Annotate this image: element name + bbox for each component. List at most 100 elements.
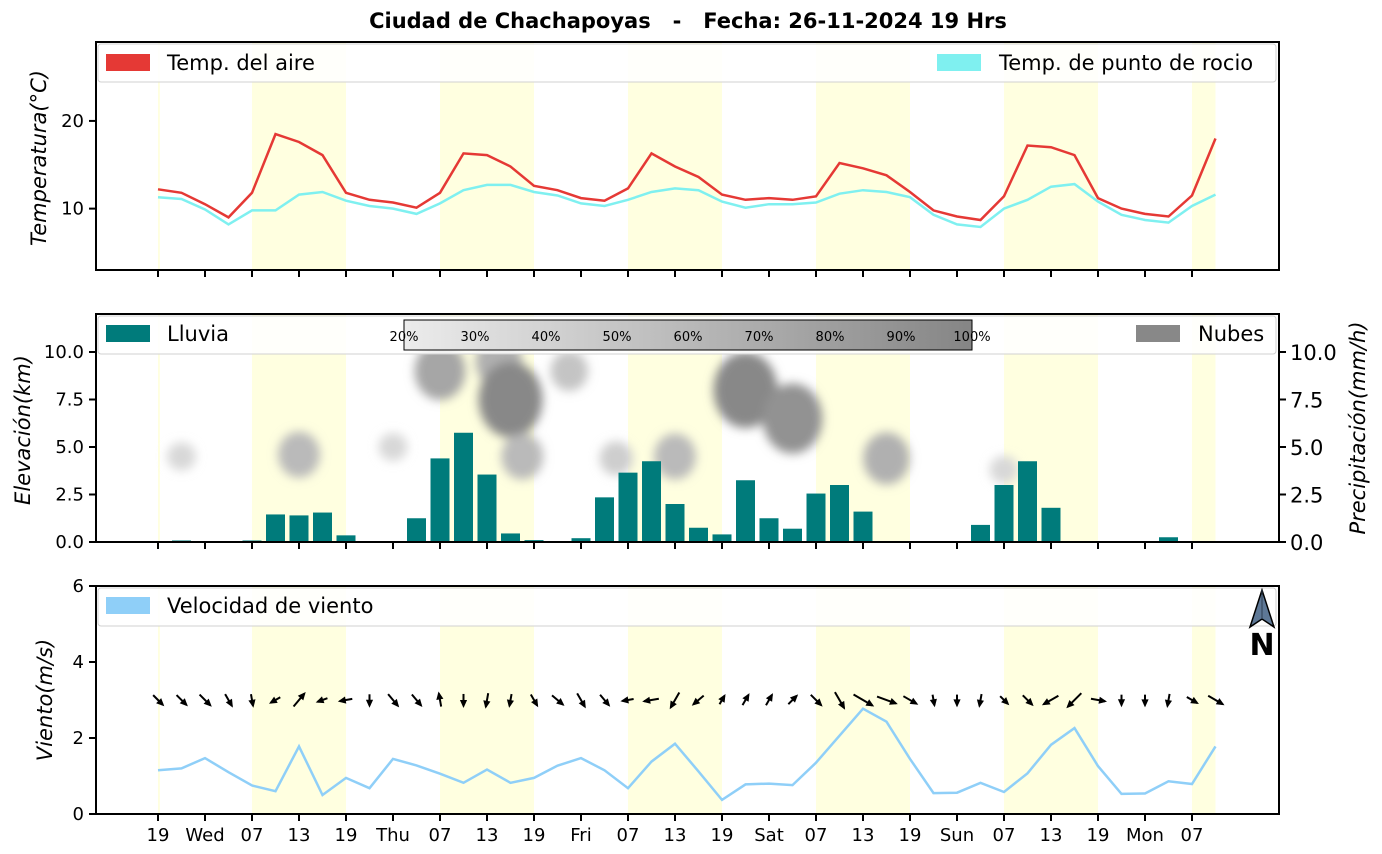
dew-point-legend-swatch [937,54,981,71]
y-tick-label: 2.5 [55,485,84,506]
cloud-colorbar-label: 60% [674,330,703,345]
x-tick-label: Thu [375,825,410,846]
rain-bar [830,485,849,542]
wind-arrow [436,691,444,707]
cloud-patch [713,352,778,428]
rain-bar [736,480,755,542]
air-temperature-legend-label: Temp. del aire [166,51,315,75]
x-tick-label: 07 [993,825,1016,846]
cloud-colorbar-label: 20% [390,330,419,345]
temperature-panel: 10 20 Temp. del aire Temp. de punto de ro… [27,41,1280,277]
air-temperature-legend-swatch [106,54,150,71]
wind-arrow [953,694,961,708]
y-tick-label-right: 0.0 [1290,531,1323,555]
wind-arrow [691,694,705,706]
x-tick-label: 13 [1040,825,1063,846]
wind-arrow [411,693,423,707]
rain-bar [595,497,614,542]
cloud-patch [278,431,320,478]
wind-arrow [224,693,233,708]
wind-arrow [1141,694,1149,708]
wind-arrow [576,692,586,709]
x-tick-label: 13 [476,825,499,846]
dew-point-line [157,182,1217,229]
rain-bar [665,504,685,542]
cloud-colorbar-label: 80% [816,330,845,345]
y-tick-label-right: 2.5 [1290,484,1323,508]
y-tick-label: 4 [73,652,84,673]
wind-arrow [1066,692,1083,709]
rain-bar [1159,537,1178,542]
rain-bar [994,485,1014,542]
y-tick-label: 0 [73,804,84,825]
cloud-colorbar-label: 40% [532,330,561,345]
daylight-band [1192,314,1216,542]
y-tick-label: 10.0 [44,342,84,363]
y-tick-label: 20 [61,111,84,132]
wind-arrow [902,695,919,705]
rain-bar [571,538,591,542]
cloud-legend-label: Nubes [1198,322,1264,346]
wind-arrow [876,695,898,705]
wind-arrow [1022,694,1034,707]
wind-arrow [642,696,660,704]
x-tick-label: Mon [1126,825,1164,846]
wind-arrow [929,694,937,708]
rain-bar [759,518,779,542]
rain-bar [1018,461,1037,542]
wind-arrow [175,694,188,707]
cloud-patch [550,351,589,391]
rain-cloud-axes-frame [95,313,1280,543]
wind-arrow [1117,694,1126,708]
dew-point-legend-label: Temp. de punto de rocio [998,51,1253,75]
cloud-patch [989,455,1019,484]
x-tick-label: 13 [852,825,875,846]
temperature-axes-frame [95,41,1280,271]
precipitation-y-axis-label: Precipitación(mm/h) [1346,321,1370,534]
wind-arrow [1207,694,1225,706]
wind-arrow [551,694,565,706]
cloud-patch [599,441,633,476]
wind-arrow [152,694,165,707]
x-tick-label: 07 [617,825,640,846]
y-tick-label-right: 7.5 [1290,389,1323,413]
rain-bar [618,472,638,542]
daylight-band [158,314,160,542]
wind-arrow [1090,696,1107,704]
y-tick-label-right: 5.0 [1290,436,1323,460]
y-tick-label: 7.5 [55,390,84,411]
rain-bar [266,514,285,542]
cloud-patch [414,342,466,400]
rain-bar [712,534,732,542]
wind-arrow [976,693,984,708]
wind-arrow [365,694,374,708]
rain-bar [971,524,990,542]
wind-arrow [599,694,611,707]
cloud-colorbar [403,319,973,351]
x-tick-label: 19 [523,825,546,846]
rain-bar [689,527,708,542]
wind-y-axis-label: Viento(m/s) [33,639,57,761]
wind-arrow [337,696,353,704]
wind-arrow [853,693,875,707]
rain-bar [1041,507,1061,542]
rain-legend-label: Lluvia [167,322,229,346]
cloud-patch [478,361,543,438]
wind-legend-label: Velocidad de viento [167,594,373,618]
wind-axes-frame [95,585,1280,815]
rain-bar [642,461,661,542]
elevation-y-axis-label: Elevación(km) [11,355,35,505]
rain-bar [477,474,497,542]
cloud-legend-swatch [1136,325,1180,342]
cloud-patch [654,433,696,480]
x-tick-label: 07 [241,825,264,846]
y-tick-label-right: 10.0 [1290,341,1337,365]
wind-legend-box [97,587,1277,627]
wind-arrow [269,696,281,704]
wind-speed-line [157,707,1217,802]
wind-arrow [718,694,726,705]
wind-arrow [810,694,823,707]
cloud-patch [863,432,910,485]
y-tick-label: 6 [73,576,84,597]
